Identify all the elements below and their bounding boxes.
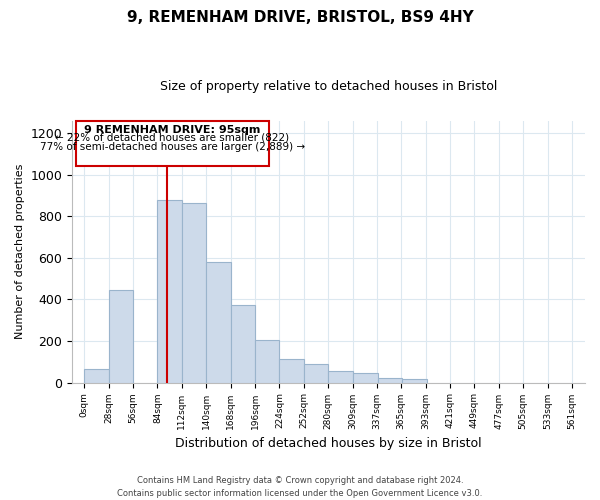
Bar — [378, 378, 402, 382]
Bar — [328, 371, 353, 382]
Bar — [230, 304, 255, 382]
Bar — [255, 340, 280, 382]
Title: Size of property relative to detached houses in Bristol: Size of property relative to detached ho… — [160, 80, 497, 93]
Bar — [353, 373, 378, 382]
Y-axis label: Number of detached properties: Number of detached properties — [15, 164, 25, 339]
X-axis label: Distribution of detached houses by size in Bristol: Distribution of detached houses by size … — [175, 437, 482, 450]
Text: 77% of semi-detached houses are larger (2,889) →: 77% of semi-detached houses are larger (… — [40, 142, 305, 152]
Text: Contains HM Land Registry data © Crown copyright and database right 2024.
Contai: Contains HM Land Registry data © Crown c… — [118, 476, 482, 498]
Bar — [280, 358, 304, 382]
Bar — [304, 364, 328, 382]
FancyBboxPatch shape — [76, 121, 269, 166]
Bar — [85, 369, 109, 382]
Text: ← 22% of detached houses are smaller (822): ← 22% of detached houses are smaller (82… — [55, 132, 289, 142]
Text: 9, REMENHAM DRIVE, BRISTOL, BS9 4HY: 9, REMENHAM DRIVE, BRISTOL, BS9 4HY — [127, 10, 473, 25]
Bar — [182, 202, 206, 382]
Bar — [109, 290, 133, 382]
Bar — [206, 262, 230, 382]
Bar — [402, 380, 427, 382]
Text: 9 REMENHAM DRIVE: 95sqm: 9 REMENHAM DRIVE: 95sqm — [84, 125, 260, 135]
Bar — [157, 200, 182, 382]
